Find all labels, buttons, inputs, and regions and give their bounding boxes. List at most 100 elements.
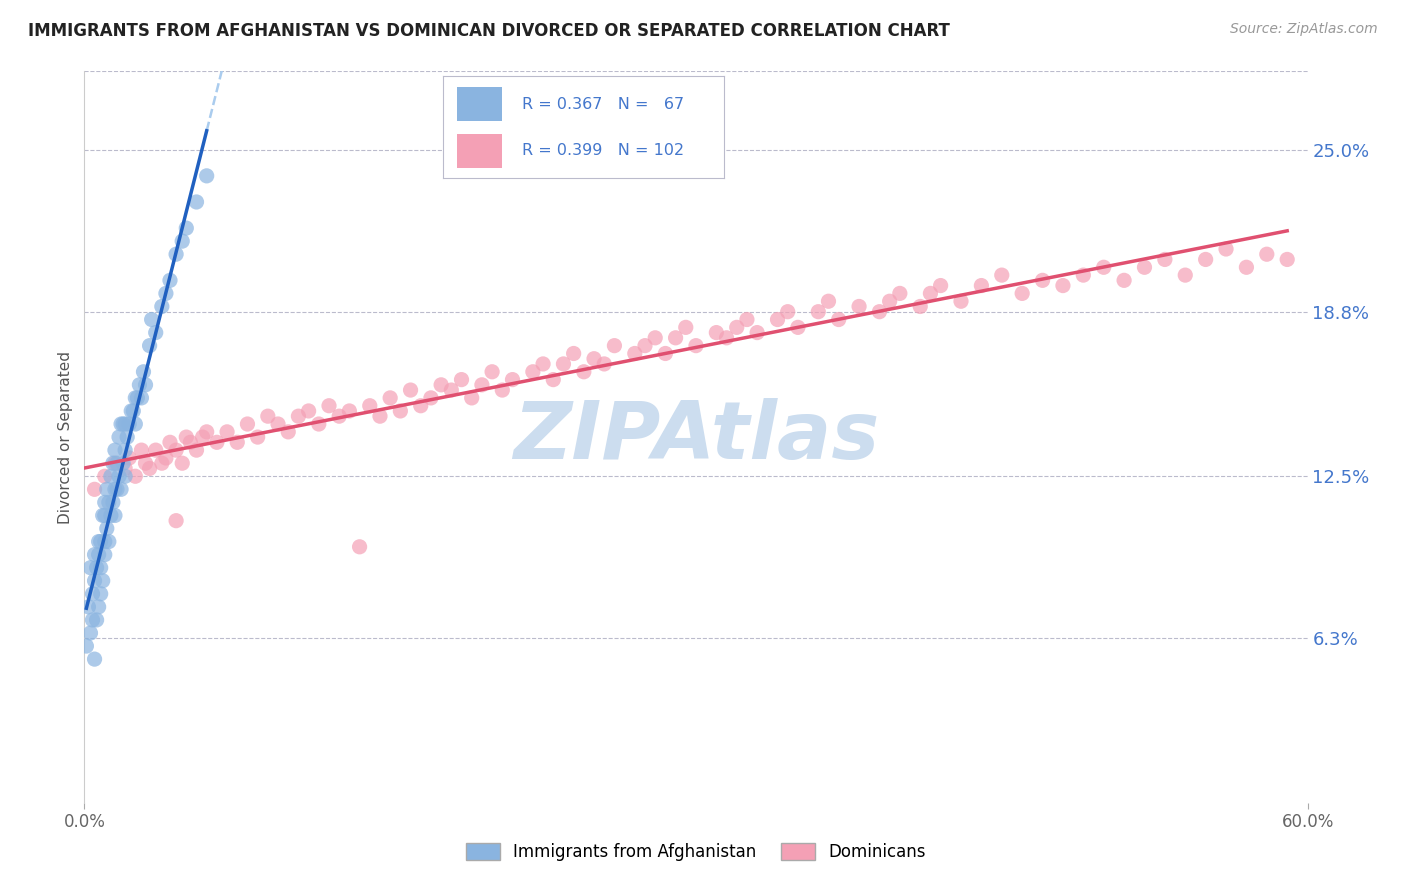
Point — [450, 373, 472, 387]
Point — [531, 357, 554, 371]
Point — [1092, 260, 1115, 275]
Point — [634, 339, 657, 353]
Point — [491, 383, 513, 397]
Point — [90, 534, 112, 549]
Point — [145, 443, 167, 458]
Point — [380, 391, 402, 405]
Point — [93, 469, 115, 483]
Point — [174, 221, 197, 235]
Point — [277, 425, 299, 439]
Point — [104, 456, 127, 470]
Point — [186, 194, 208, 209]
Point — [150, 300, 173, 314]
Point — [172, 456, 194, 470]
Point — [1052, 278, 1074, 293]
Point — [1073, 268, 1095, 282]
Point — [349, 540, 371, 554]
Point — [110, 483, 132, 497]
Point — [77, 599, 100, 614]
Point — [1195, 252, 1218, 267]
Point — [79, 626, 101, 640]
Point — [112, 456, 135, 470]
Point — [430, 377, 453, 392]
Point — [104, 443, 127, 458]
Point — [124, 391, 146, 405]
FancyBboxPatch shape — [457, 135, 502, 168]
Point — [828, 312, 851, 326]
Point — [90, 560, 112, 574]
Point — [82, 613, 104, 627]
Point — [1011, 286, 1033, 301]
Point — [287, 409, 309, 424]
Point — [929, 278, 952, 293]
Point — [114, 417, 136, 431]
Point — [104, 508, 127, 523]
Point — [186, 443, 208, 458]
Point — [105, 483, 128, 497]
Point — [114, 461, 136, 475]
Point — [572, 365, 595, 379]
Point — [318, 399, 340, 413]
Point — [440, 383, 463, 397]
Point — [706, 326, 728, 340]
Point — [155, 286, 177, 301]
Legend: Immigrants from Afghanistan, Dominicans: Immigrants from Afghanistan, Dominicans — [460, 836, 932, 868]
Point — [87, 599, 110, 614]
Point — [93, 495, 115, 509]
Point — [766, 312, 789, 326]
Text: R = 0.399   N = 102: R = 0.399 N = 102 — [522, 143, 683, 158]
Point — [118, 450, 141, 465]
Point — [191, 430, 214, 444]
Point — [889, 286, 911, 301]
Point — [389, 404, 412, 418]
Point — [101, 495, 124, 509]
Point — [267, 417, 290, 431]
Point — [217, 425, 239, 439]
Point — [91, 508, 114, 523]
Point — [735, 312, 758, 326]
Point — [120, 404, 142, 418]
Point — [93, 548, 115, 562]
Point — [359, 399, 381, 413]
Point — [298, 404, 321, 418]
Point — [90, 587, 112, 601]
Point — [131, 443, 153, 458]
Point — [141, 312, 163, 326]
Point — [174, 430, 197, 444]
Point — [112, 417, 135, 431]
Point — [368, 409, 391, 424]
Point — [124, 417, 146, 431]
Point — [471, 377, 494, 392]
Point — [675, 320, 697, 334]
Point — [1114, 273, 1136, 287]
Point — [970, 278, 993, 293]
Point — [420, 391, 443, 405]
Point — [716, 331, 738, 345]
Point — [747, 326, 769, 340]
Point — [328, 409, 350, 424]
Point — [1236, 260, 1258, 275]
Point — [124, 469, 146, 483]
Point — [159, 435, 181, 450]
Point — [787, 320, 810, 334]
Point — [257, 409, 280, 424]
Point — [108, 430, 131, 444]
Point — [118, 417, 141, 431]
Point — [87, 534, 110, 549]
Point — [685, 339, 707, 353]
Point — [79, 560, 101, 574]
Point — [817, 294, 839, 309]
Point — [96, 483, 118, 497]
Point — [583, 351, 606, 366]
Y-axis label: Divorced or Separated: Divorced or Separated — [58, 351, 73, 524]
Text: IMMIGRANTS FROM AFGHANISTAN VS DOMINICAN DIVORCED OR SEPARATED CORRELATION CHART: IMMIGRANTS FROM AFGHANISTAN VS DOMINICAN… — [28, 22, 950, 40]
Point — [1032, 273, 1054, 287]
Point — [75, 639, 97, 653]
Point — [114, 469, 136, 483]
Point — [165, 514, 187, 528]
Point — [522, 365, 544, 379]
Point — [226, 435, 249, 450]
Point — [127, 391, 149, 405]
Point — [543, 373, 565, 387]
Point — [654, 346, 676, 360]
